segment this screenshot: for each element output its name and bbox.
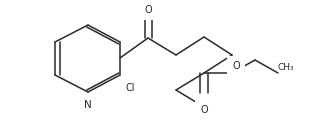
- Text: N: N: [84, 100, 92, 110]
- Text: O: O: [232, 61, 240, 71]
- Text: O: O: [200, 105, 208, 115]
- Text: O: O: [144, 5, 152, 15]
- Text: CH₃: CH₃: [278, 64, 294, 72]
- Text: Cl: Cl: [125, 83, 135, 93]
